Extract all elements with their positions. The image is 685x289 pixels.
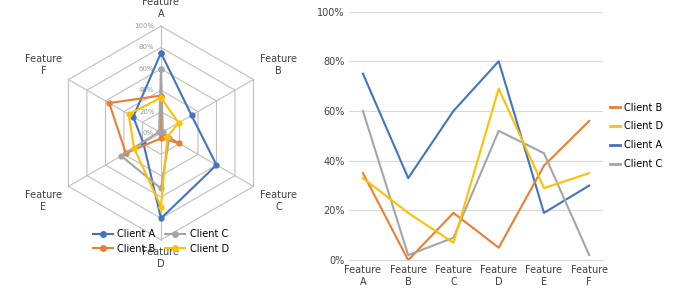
Text: Feature
D: Feature D bbox=[142, 247, 179, 269]
Text: 0%: 0% bbox=[142, 130, 153, 136]
Text: Feature
A: Feature A bbox=[142, 0, 179, 19]
Legend: Client A, Client B, Client C, Client D: Client A, Client B, Client C, Client D bbox=[89, 225, 233, 258]
Text: 40%: 40% bbox=[139, 87, 155, 93]
Text: Feature
E: Feature E bbox=[25, 190, 62, 212]
Text: Feature
B: Feature B bbox=[260, 54, 297, 76]
Text: 100%: 100% bbox=[134, 23, 155, 29]
Text: Feature
C: Feature C bbox=[260, 190, 297, 212]
Text: 60%: 60% bbox=[139, 66, 155, 72]
Text: Feature
F: Feature F bbox=[25, 54, 62, 76]
Text: 80%: 80% bbox=[139, 45, 155, 51]
Legend: Client B, Client D, Client A, Client C: Client B, Client D, Client A, Client C bbox=[610, 103, 663, 169]
Text: 20%: 20% bbox=[139, 109, 155, 114]
